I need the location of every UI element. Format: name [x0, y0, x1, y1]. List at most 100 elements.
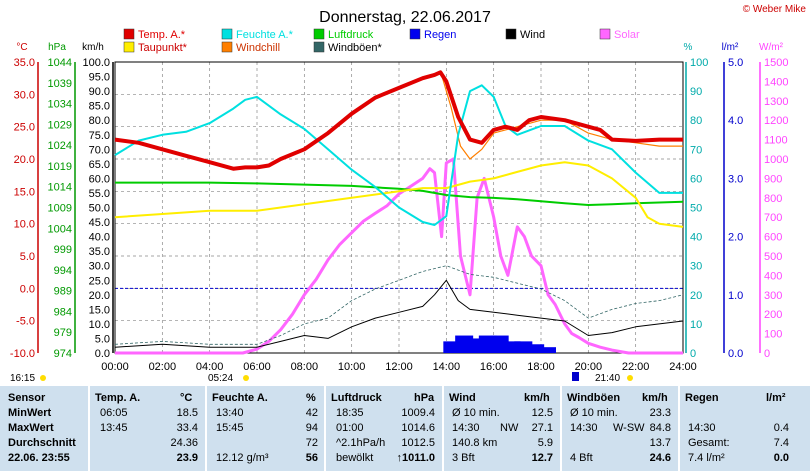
x-tick-label: 22:00 — [622, 361, 650, 373]
legend-label: Taupunkt* — [138, 42, 188, 54]
stats-cell: 23.9 — [176, 452, 198, 464]
unit-pressure: hPa — [48, 42, 66, 53]
y-tick-wind: 75.0 — [89, 130, 110, 142]
y-tick-wind: 40.0 — [89, 232, 110, 244]
col-sep — [324, 386, 326, 471]
y-tick-wind: 50.0 — [89, 203, 110, 215]
y-tick-pressure: 1009 — [48, 203, 72, 215]
sun-icon — [40, 375, 46, 381]
legend-swatch — [599, 28, 611, 40]
y-tick-wind: 0.0 — [95, 348, 110, 360]
credit-text: © Weber Mike — [743, 4, 807, 15]
y-tick-humidity: 60 — [690, 173, 702, 185]
col-sep — [678, 386, 680, 471]
stats-cell: 84.8 — [649, 422, 671, 434]
stats-cell: 42 — [305, 407, 318, 419]
y-tick-solar: 600 — [764, 232, 782, 244]
y-tick-wind: 45.0 — [89, 217, 110, 229]
legend-label: Solar — [614, 29, 640, 41]
stats-cell: Ø 10 min. — [570, 407, 618, 419]
x-tick-label: 24:00 — [669, 361, 697, 373]
y-tick-solar: 0 — [764, 348, 770, 360]
stats-cell: 18.5 — [176, 407, 198, 419]
unit-wind: km/h — [82, 42, 104, 53]
x-tick-label: 18:00 — [527, 361, 555, 373]
y-tick-pressure: 1024 — [48, 140, 72, 152]
stats-cell: 13:45 — [100, 422, 128, 434]
rain-bar — [443, 341, 462, 353]
stats-cell: 1012.5 — [401, 437, 435, 449]
legend-swatch — [313, 41, 325, 53]
axes: 00:00 02:00 04:00 06:00 08:00 10:00 12:00 14:00… — [10, 57, 789, 373]
y-tick-solar: 1400 — [764, 76, 788, 88]
left-time: 16:15 — [10, 373, 35, 384]
stats-cell: 7.4 — [773, 437, 789, 449]
y-tick-solar: 300 — [764, 290, 782, 302]
stats-cell: Durchschnitt — [8, 437, 76, 449]
stats-cell: 18:35 — [336, 407, 364, 419]
y-tick-temp: -5.0 — [16, 316, 35, 328]
stats-cell: 4 Bft — [570, 452, 593, 464]
stats-cell: 1009.4 — [401, 407, 435, 419]
header-humidity-unit: % — [306, 392, 316, 404]
y-tick-wind: 15.0 — [89, 304, 110, 316]
weather-chart: Donnerstag, 22.06.2017 © Weber Mike Temp… — [10, 4, 807, 384]
y-tick-temp: -10.0 — [10, 348, 35, 360]
stats-cell: bewölkt — [336, 452, 374, 464]
x-tick-label: 02:00 — [149, 361, 177, 373]
rain-bar — [514, 341, 533, 353]
y-tick-rain: 5.0 — [728, 57, 743, 69]
y-tick-pressure: 1014 — [48, 182, 72, 194]
y-tick-solar: 400 — [764, 270, 782, 282]
chart-title: Donnerstag, 22.06.2017 — [319, 9, 491, 26]
stats-cell: 7.4 l/m² — [688, 452, 725, 464]
stats-cell: 72 — [305, 437, 318, 449]
y-tick-pressure: 994 — [54, 265, 72, 277]
stats-cell: 56 — [305, 452, 318, 464]
y-tick-wind: 95.0 — [89, 72, 110, 84]
x-tick-label: 00:00 — [101, 361, 129, 373]
y-tick-pressure: 989 — [54, 286, 72, 298]
y-tick-rain: 4.0 — [728, 115, 743, 127]
header-pressure: Luftdruck — [331, 392, 382, 404]
y-tick-temp: 10.0 — [14, 219, 35, 231]
y-tick-wind: 30.0 — [89, 261, 110, 273]
y-tick-pressure: 984 — [54, 306, 72, 318]
stats-cell: Ø 10 min. — [452, 407, 500, 419]
x-tick-label: 12:00 — [385, 361, 413, 373]
header-pressure-unit: hPa — [414, 392, 435, 404]
col-sep — [560, 386, 562, 471]
stats-row: Durchschnitt 24.36 72 ^2.1hPa/h 1012.5 140.8 … — [0, 436, 810, 450]
y-tick-solar: 1300 — [764, 96, 788, 108]
y-tick-wind: 85.0 — [89, 101, 110, 113]
y-tick-pressure: 974 — [54, 348, 72, 360]
stats-cell: 5.9 — [537, 437, 553, 449]
header-humidity: Feuchte A. — [212, 392, 268, 404]
series-wind — [114, 279, 684, 348]
stats-cell: W-SW — [613, 422, 645, 434]
series-taupunkt — [114, 161, 684, 228]
y-tick-wind: 20.0 — [89, 290, 110, 302]
y-tick-solar: 800 — [764, 193, 782, 205]
col-sep — [442, 386, 444, 471]
y-tick-humidity: 100 — [690, 57, 708, 69]
axis-units: °C hPa km/h % l/m² W/m² — [16, 42, 783, 53]
stats-cell: 01:00 — [336, 422, 364, 434]
stats-cell: 14:30 — [688, 422, 716, 434]
legend-label: Temp. A.* — [138, 29, 186, 41]
legend-label: Windchill — [236, 42, 280, 54]
stats-cell: 0.4 — [773, 422, 789, 434]
y-tick-temp: 30.0 — [14, 89, 35, 101]
series-temp-a — [114, 70, 683, 171]
y-tick-temp: 35.0 — [14, 57, 35, 69]
stats-cell: NW — [500, 422, 519, 434]
y-tick-pressure: 1039 — [48, 78, 72, 90]
y-tick-humidity: 70 — [690, 144, 702, 156]
series-luftdruck — [115, 181, 684, 206]
y-tick-humidity: 10 — [690, 319, 702, 331]
y-tick-wind: 70.0 — [89, 144, 110, 156]
stats-cell: 14:30 — [570, 422, 598, 434]
series-windb-en — [114, 265, 684, 345]
y-tick-wind: 100.0 — [82, 57, 110, 69]
stats-cell: 12.5 — [531, 407, 553, 419]
